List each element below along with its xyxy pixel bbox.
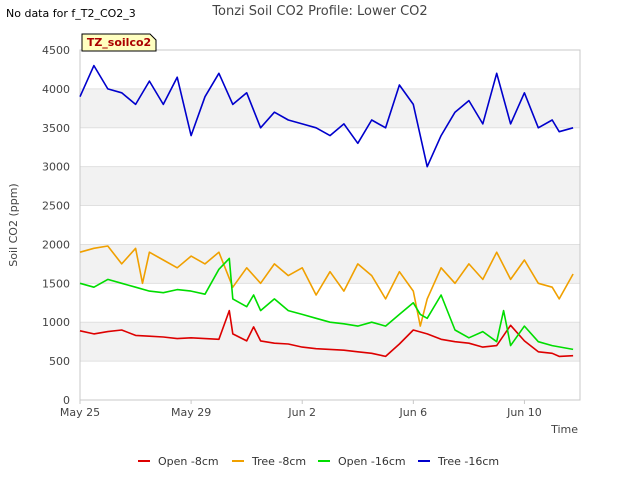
y-axis-label: Soil CO2 (ppm) — [7, 183, 20, 266]
grid-band — [80, 205, 580, 245]
site-badge-label: TZ_soilco2 — [87, 36, 151, 49]
series-line-tree-8cm — [79, 245, 574, 327]
y-tick-label: 3000 — [42, 161, 70, 174]
x-tick-label: May 25 — [60, 406, 100, 419]
series-line-open-8cm — [79, 309, 574, 358]
grid-band — [80, 88, 580, 128]
site-badge: TZ_soilco2 — [81, 33, 157, 52]
legend-label: Tree -16cm — [437, 455, 499, 468]
grid-band — [80, 166, 580, 206]
y-tick-label: 2000 — [42, 238, 70, 251]
y-tick-label: 3500 — [42, 122, 70, 135]
plot-frame — [79, 49, 581, 401]
x-tick-label: Jun 2 — [287, 406, 316, 419]
no-data-note: No data for f_T2_CO2_3 — [6, 7, 136, 20]
y-tick-label: 1500 — [42, 277, 70, 290]
y-tick-label: 4500 — [42, 44, 70, 57]
grid-band — [80, 50, 580, 89]
legend-label: Tree -8cm — [251, 455, 306, 468]
y-axis-tick-labels: 0 500 1000 1500 2000 2500 3000 3500 4000 4500 — [42, 44, 70, 407]
grid-band — [80, 283, 580, 323]
x-tick-label: Jun 10 — [506, 406, 542, 419]
x-tick-label: Jun 6 — [398, 406, 427, 419]
y-tick-label: 4000 — [42, 83, 70, 96]
legend-label: Open -8cm — [158, 455, 219, 468]
plot-background-bands — [80, 49, 580, 401]
y-tick-label: 1000 — [42, 316, 70, 329]
legend: Open -8cm Tree -8cm Open -16cm Tree -16cm — [138, 455, 499, 468]
chart-title: Tonzi Soil CO2 Profile: Lower CO2 — [211, 4, 427, 19]
legend-label: Open -16cm — [338, 455, 406, 468]
grid-band — [80, 127, 580, 167]
y-tick-label: 2500 — [42, 200, 70, 213]
grid-band — [80, 322, 580, 362]
x-tick-label: May 29 — [171, 406, 211, 419]
y-tick-label: 500 — [49, 355, 70, 368]
site-badge-background — [81, 33, 157, 52]
series-line-tree-16cm — [79, 64, 574, 168]
grid-band — [80, 361, 580, 400]
x-axis-label: Time — [550, 423, 578, 436]
series-lines — [79, 64, 574, 358]
series-line-open-16cm — [79, 257, 574, 351]
x-axis-tick-labels: May 25 May 29 Jun 2 Jun 6 Jun 10 — [60, 400, 542, 419]
grid-band — [80, 244, 580, 284]
y-tick-label: 0 — [63, 394, 70, 407]
